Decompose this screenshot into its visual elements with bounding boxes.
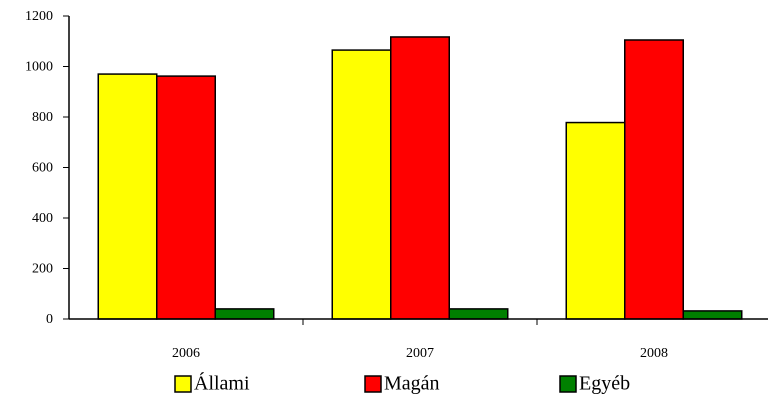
bar	[156, 75, 216, 320]
legend-label: Egyéb	[579, 373, 630, 395]
legend-swatch	[174, 375, 192, 393]
legend-swatch	[559, 375, 577, 393]
bar	[214, 308, 275, 320]
x-tick-label: 2008	[640, 346, 668, 361]
y-tick-label: 200	[32, 262, 53, 277]
y-tick-label: 400	[32, 211, 53, 226]
y-tick-label: 0	[46, 312, 53, 327]
x-tick-label: 2006	[172, 346, 200, 361]
y-tick-label: 600	[32, 161, 53, 176]
bar	[97, 73, 158, 320]
x-tick-label: 2007	[406, 346, 434, 361]
bar	[331, 49, 392, 320]
bar	[624, 39, 684, 320]
y-tick-label: 1000	[25, 60, 53, 75]
legend-label: Magán	[384, 373, 440, 395]
bar	[390, 36, 450, 320]
legend-swatch	[364, 375, 382, 393]
bar	[682, 310, 743, 320]
bar	[448, 308, 509, 320]
y-tick-label: 1200	[25, 9, 53, 24]
y-tick-label: 800	[32, 110, 53, 125]
bar	[565, 121, 626, 320]
legend-label: Állami	[194, 372, 250, 395]
